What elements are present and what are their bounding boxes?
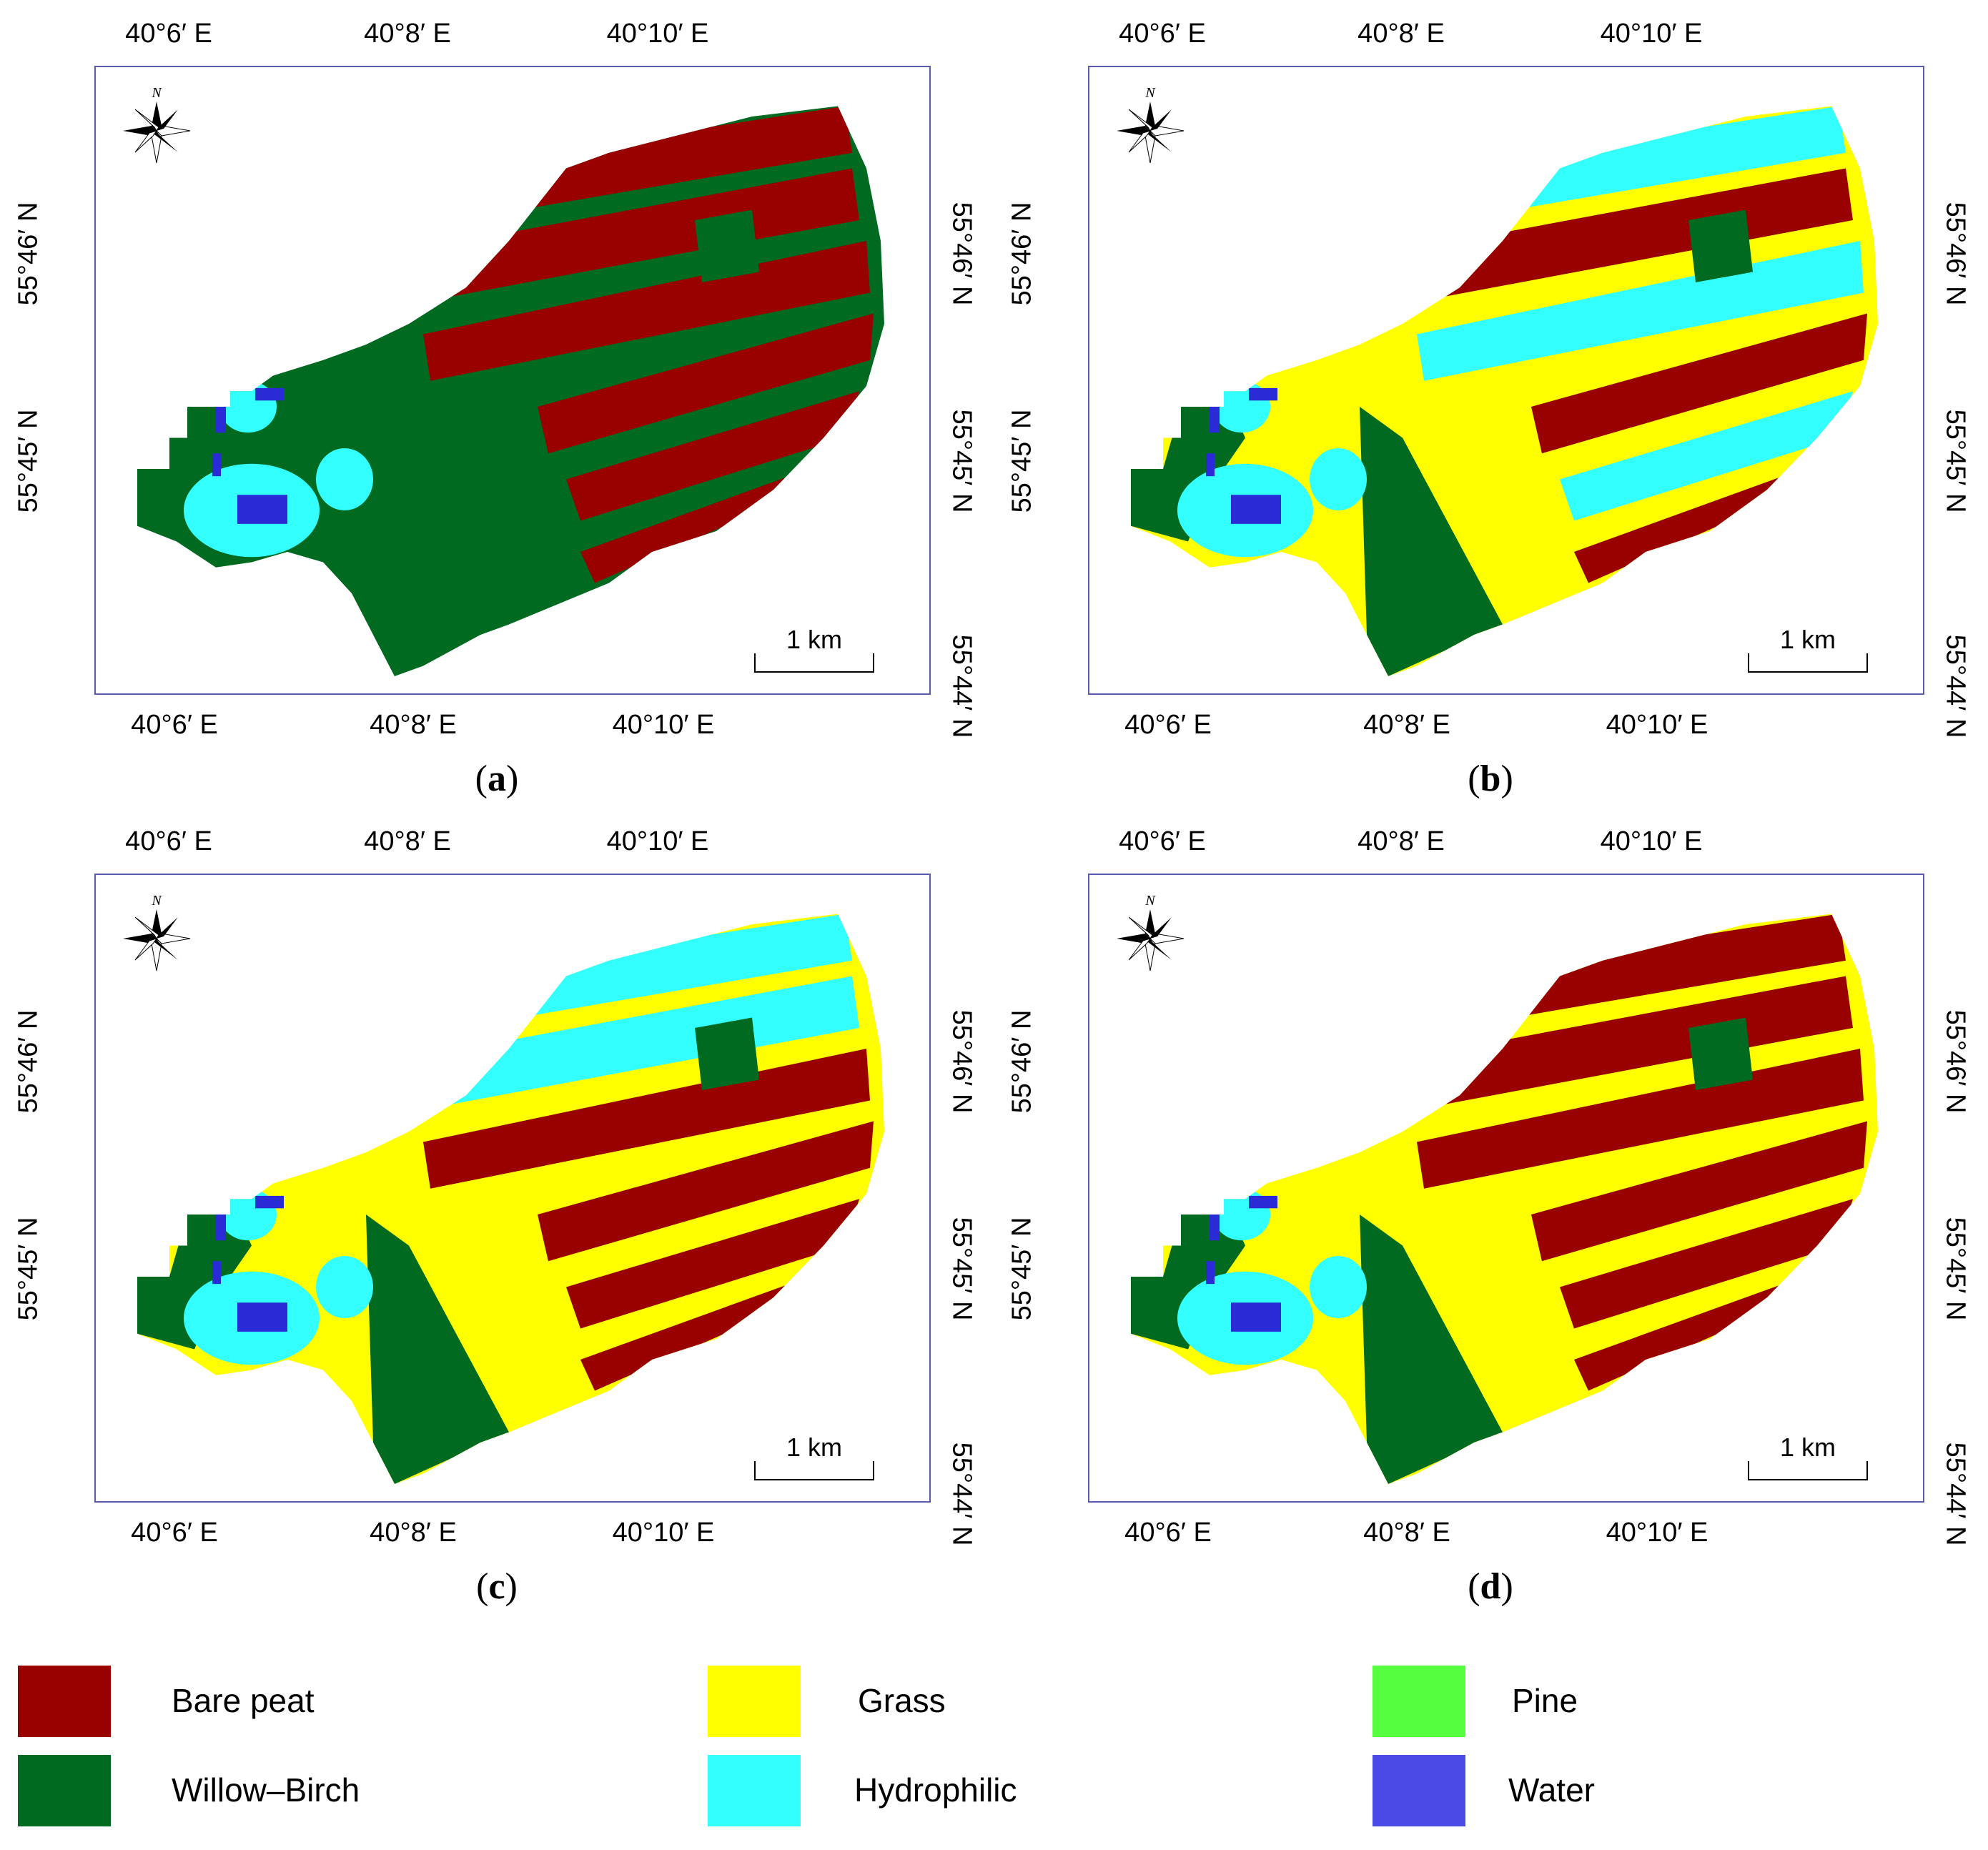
map-panel-a: 40°6′ E 40°6′ E 40°8′ E 40°8′ E 40°10′ E 40°1…	[0, 0, 994, 815]
north-letter: N	[1144, 893, 1156, 909]
legend-swatch	[708, 1755, 801, 1826]
legend-swatch	[18, 1755, 111, 1826]
longitude-tick-label: 40°6′ E	[1124, 710, 1212, 740]
longitude-tick-label: 40°8′ E	[1358, 826, 1445, 856]
legend-label: Hydrophilic	[854, 1771, 1017, 1809]
scale-bar: 1 km	[1747, 1433, 1869, 1490]
map-panel-c: 40°6′ E 40°6′ E 40°8′ E 40°8′ E 40°10′ E 40°1…	[0, 808, 994, 1623]
scale-bar-label: 1 km	[1779, 1433, 1836, 1462]
legend-label: Bare peat	[172, 1682, 315, 1719]
map-frame: N 1 km	[94, 66, 931, 695]
compass-rose-icon: N	[123, 893, 191, 971]
compass-rose-icon: N	[1117, 85, 1185, 164]
longitude-tick-label: 40°8′ E	[364, 826, 451, 856]
longitude-tick-label: 40°6′ E	[1124, 1518, 1212, 1548]
longitude-tick-label: 40°10′ E	[612, 710, 715, 740]
legend-label: Grass	[858, 1682, 946, 1719]
latitude-tick-label: 55°45′ N	[1007, 409, 1037, 513]
longitude-tick-label: 40°10′ E	[1606, 1518, 1708, 1548]
scale-bar-label: 1 km	[786, 1433, 842, 1462]
latitude-tick-label: 55°46′ N	[946, 1009, 977, 1114]
latitude-tick-label: 55°44′ N	[946, 634, 977, 738]
legend-swatch	[18, 1666, 111, 1737]
compass-rose-icon: N	[123, 85, 191, 164]
latitude-tick-label: 55°46′ N	[13, 1009, 44, 1114]
longitude-tick-label: 40°10′ E	[606, 826, 709, 856]
map-frame: N 1 km	[94, 874, 931, 1503]
panel-label: (d)	[1468, 1566, 1513, 1607]
classified-map	[1131, 106, 1878, 677]
map-panel-b: 40°6′ E 40°6′ E 40°8′ E 40°8′ E 40°10′ E 40°1…	[994, 0, 1987, 815]
classified-map	[1131, 914, 1878, 1485]
latitude-tick-label: 55°46′ N	[1007, 202, 1037, 306]
latitude-tick-label: 55°45′ N	[1007, 1217, 1037, 1321]
scale-bar: 1 km	[753, 1433, 875, 1490]
longitude-tick-label: 40°6′ E	[131, 1518, 218, 1548]
scale-bar: 1 km	[1747, 625, 1869, 682]
north-letter: N	[151, 893, 162, 909]
legend: Bare peat Grass Pine Willow–Birch Hydrop…	[0, 1644, 1988, 1837]
longitude-tick-label: 40°6′ E	[1119, 19, 1206, 49]
longitude-tick-label: 40°10′ E	[1600, 19, 1703, 49]
legend-label: Willow–Birch	[172, 1771, 360, 1809]
longitude-tick-label: 40°10′ E	[606, 19, 709, 49]
panel-label: (c)	[476, 1566, 518, 1607]
north-letter: N	[151, 85, 162, 101]
longitude-tick-label: 40°6′ E	[125, 19, 212, 49]
longitude-tick-label: 40°10′ E	[1606, 710, 1708, 740]
longitude-tick-label: 40°8′ E	[364, 19, 451, 49]
longitude-tick-label: 40°6′ E	[125, 826, 212, 856]
classified-map	[137, 106, 884, 677]
latitude-tick-label: 55°45′ N	[1940, 1217, 1971, 1321]
map-frame: N 1 km	[1088, 874, 1924, 1503]
latitude-tick-label: 55°45′ N	[13, 1217, 44, 1321]
map-panel-d: 40°6′ E 40°6′ E 40°8′ E 40°8′ E 40°10′ E 40°1…	[994, 808, 1987, 1623]
latitude-tick-label: 55°44′ N	[1940, 634, 1971, 738]
legend-swatch	[708, 1666, 801, 1737]
compass-rose-icon: N	[1117, 893, 1185, 971]
longitude-tick-label: 40°8′ E	[1363, 1518, 1450, 1548]
panel-label: (b)	[1468, 758, 1513, 799]
scale-bar-label: 1 km	[786, 625, 842, 654]
latitude-tick-label: 55°45′ N	[1940, 409, 1971, 513]
longitude-tick-label: 40°8′ E	[370, 710, 457, 740]
map-frame: N 1 km	[1088, 66, 1924, 695]
longitude-tick-label: 40°8′ E	[370, 1518, 457, 1548]
latitude-tick-label: 55°46′ N	[946, 202, 977, 306]
longitude-tick-label: 40°10′ E	[1600, 826, 1703, 856]
longitude-tick-label: 40°8′ E	[1363, 710, 1450, 740]
classified-map	[137, 914, 884, 1485]
north-letter: N	[1144, 85, 1156, 101]
latitude-tick-label: 55°46′ N	[13, 202, 44, 306]
latitude-tick-label: 55°46′ N	[1940, 1009, 1971, 1114]
longitude-tick-label: 40°8′ E	[1358, 19, 1445, 49]
legend-swatch	[1373, 1755, 1465, 1826]
legend-label: Pine	[1512, 1682, 1578, 1719]
latitude-tick-label: 55°44′ N	[946, 1442, 977, 1546]
scale-bar-label: 1 km	[1779, 625, 1836, 654]
legend-label: Water	[1508, 1771, 1595, 1809]
scale-bar: 1 km	[753, 625, 875, 682]
longitude-tick-label: 40°10′ E	[612, 1518, 715, 1548]
latitude-tick-label: 55°44′ N	[1940, 1442, 1971, 1546]
latitude-tick-label: 55°46′ N	[1940, 202, 1971, 306]
panel-label: (a)	[475, 758, 519, 799]
latitude-tick-label: 55°46′ N	[1007, 1009, 1037, 1114]
latitude-tick-label: 55°45′ N	[946, 1217, 977, 1321]
longitude-tick-label: 40°6′ E	[1119, 826, 1206, 856]
longitude-tick-label: 40°6′ E	[131, 710, 218, 740]
latitude-tick-label: 55°45′ N	[13, 409, 44, 513]
legend-swatch	[1373, 1666, 1465, 1737]
latitude-tick-label: 55°45′ N	[946, 409, 977, 513]
